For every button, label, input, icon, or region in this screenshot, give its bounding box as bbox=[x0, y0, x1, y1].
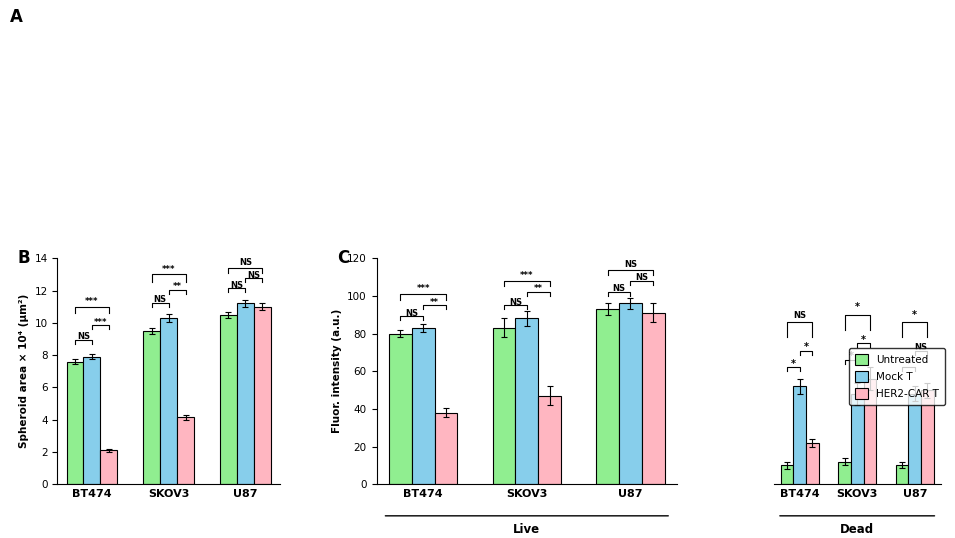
Text: B: B bbox=[17, 249, 30, 267]
Text: NS: NS bbox=[509, 298, 522, 307]
Bar bbox=[851, 394, 863, 484]
Bar bbox=[67, 362, 83, 484]
Text: **: ** bbox=[173, 282, 181, 291]
Text: *: * bbox=[791, 359, 796, 369]
Text: *: * bbox=[848, 351, 854, 361]
Bar bbox=[143, 331, 160, 484]
Bar bbox=[863, 379, 876, 484]
Bar bbox=[220, 315, 237, 484]
Bar bbox=[237, 303, 254, 484]
Bar bbox=[596, 309, 619, 484]
Bar bbox=[516, 318, 539, 484]
Legend: Untreated, Mock T, HER2-CAR T: Untreated, Mock T, HER2-CAR T bbox=[849, 348, 945, 405]
Bar bbox=[254, 307, 270, 484]
Text: ***: *** bbox=[520, 271, 534, 280]
Bar bbox=[619, 303, 642, 484]
Bar bbox=[83, 357, 100, 484]
Y-axis label: Spheroid area × 10⁴ (μm²): Spheroid area × 10⁴ (μm²) bbox=[19, 294, 29, 448]
Y-axis label: Fluor. intensity (a.u.): Fluor. intensity (a.u.) bbox=[331, 309, 342, 433]
Bar bbox=[177, 417, 194, 484]
Text: NS: NS bbox=[635, 273, 648, 282]
Text: ***: *** bbox=[85, 297, 98, 306]
Text: *: * bbox=[803, 342, 809, 352]
Bar bbox=[922, 390, 934, 484]
Text: NS: NS bbox=[405, 309, 418, 318]
Text: NS: NS bbox=[915, 343, 927, 352]
Text: **: ** bbox=[430, 298, 439, 307]
Text: NS: NS bbox=[612, 285, 626, 293]
Text: ***: *** bbox=[161, 265, 176, 273]
Text: NS: NS bbox=[154, 295, 167, 304]
Text: ***: *** bbox=[416, 284, 430, 293]
Bar bbox=[389, 334, 412, 484]
Text: Dead: Dead bbox=[840, 522, 874, 536]
Text: Live: Live bbox=[513, 522, 541, 536]
Bar bbox=[539, 396, 561, 484]
Bar bbox=[908, 394, 922, 484]
Text: *: * bbox=[912, 310, 917, 320]
Text: *: * bbox=[906, 359, 911, 369]
Bar bbox=[838, 462, 851, 484]
Text: NS: NS bbox=[247, 271, 261, 280]
Bar bbox=[896, 465, 908, 484]
Text: *: * bbox=[855, 302, 860, 313]
Text: ***: *** bbox=[94, 318, 107, 327]
Text: NS: NS bbox=[793, 311, 806, 320]
Bar bbox=[160, 318, 177, 484]
Bar bbox=[794, 386, 806, 484]
Bar bbox=[412, 328, 435, 484]
Text: C: C bbox=[337, 249, 350, 267]
Text: NS: NS bbox=[624, 260, 637, 268]
Text: NS: NS bbox=[239, 258, 252, 267]
Bar bbox=[642, 313, 665, 484]
Bar bbox=[493, 328, 516, 484]
Bar bbox=[806, 443, 818, 484]
Text: A: A bbox=[10, 8, 22, 26]
Bar bbox=[435, 413, 457, 484]
Text: **: ** bbox=[534, 285, 542, 293]
Text: NS: NS bbox=[77, 332, 90, 341]
Bar bbox=[780, 465, 794, 484]
Text: *: * bbox=[861, 335, 866, 345]
Bar bbox=[100, 450, 117, 484]
Text: NS: NS bbox=[230, 281, 244, 289]
